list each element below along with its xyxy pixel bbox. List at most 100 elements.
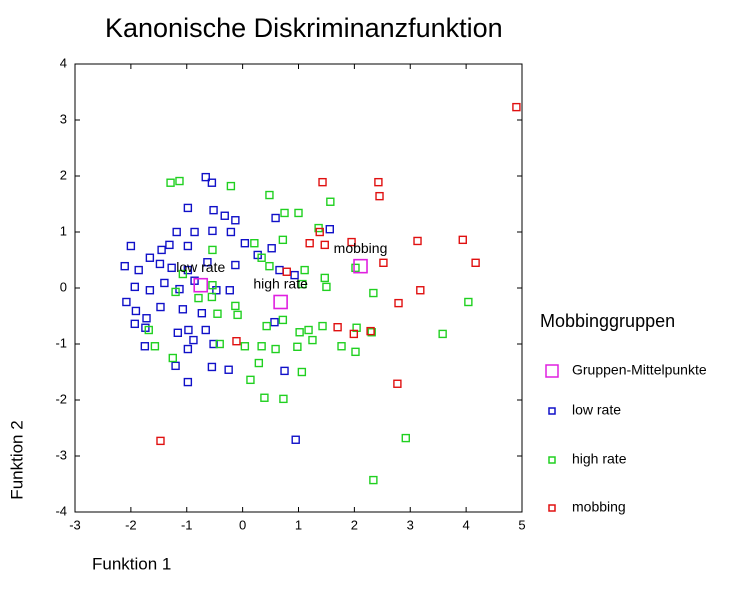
point: [203, 258, 212, 267]
centroid: [353, 258, 368, 274]
point: [189, 335, 198, 345]
point: [257, 342, 266, 351]
point: [349, 329, 359, 339]
point: [224, 365, 233, 374]
point: [226, 181, 236, 191]
y-tick-label: -3: [55, 447, 67, 462]
point: [458, 235, 467, 245]
point: [290, 270, 299, 280]
legend-title: Mobbinggruppen: [540, 311, 675, 331]
x-axis-label: Funktion 1: [92, 554, 171, 573]
point: [271, 344, 280, 354]
x-tick-label: 4: [463, 517, 470, 532]
point: [394, 298, 403, 308]
point: [325, 224, 334, 234]
point: [171, 287, 180, 297]
point: [246, 375, 255, 385]
point: [130, 319, 139, 329]
point: [201, 172, 210, 182]
point: [173, 328, 183, 337]
point: [208, 245, 217, 255]
point: [120, 261, 129, 271]
centroid-label: low rate: [176, 259, 225, 275]
point: [190, 227, 199, 237]
point: [279, 394, 288, 404]
point: [226, 227, 236, 237]
point: [208, 226, 217, 236]
point: [282, 267, 291, 276]
point: [209, 205, 218, 215]
point: [250, 238, 259, 248]
point: [175, 176, 184, 186]
legend-label: low rate: [572, 402, 621, 418]
y-tick-label: 0: [60, 279, 67, 294]
point: [304, 325, 313, 335]
y-tick-label: 3: [60, 111, 67, 126]
point: [280, 208, 289, 218]
point: [352, 323, 361, 332]
point: [166, 178, 175, 187]
point: [155, 259, 165, 269]
point: [126, 241, 136, 251]
point: [471, 258, 480, 267]
point: [291, 435, 300, 444]
point: [512, 102, 521, 112]
point: [157, 245, 166, 255]
point: [207, 362, 217, 372]
legend-marker: [548, 407, 556, 415]
point: [337, 342, 346, 351]
point: [240, 238, 250, 248]
point: [201, 325, 210, 335]
y-tick-label: 1: [60, 223, 67, 238]
point: [369, 475, 378, 485]
point: [416, 286, 425, 295]
point: [260, 393, 269, 402]
point: [122, 297, 131, 307]
x-tick-label: 0: [239, 517, 246, 532]
point: [160, 278, 169, 288]
x-tick-label: -2: [125, 517, 137, 532]
point: [262, 321, 271, 331]
y-tick-label: 4: [60, 55, 67, 70]
point: [320, 240, 329, 250]
point: [231, 301, 240, 311]
legend-marker: [548, 456, 556, 464]
point: [278, 235, 288, 245]
y-tick-label: -2: [55, 391, 67, 406]
point: [267, 244, 276, 253]
chart-title: Kanonische Diskriminanzfunktion: [105, 13, 503, 43]
point: [413, 236, 422, 246]
point: [254, 358, 264, 368]
point: [366, 326, 375, 336]
point: [305, 238, 314, 248]
point: [265, 190, 274, 200]
point: [375, 191, 384, 201]
point: [257, 253, 266, 262]
point: [318, 177, 327, 187]
point: [320, 273, 329, 283]
point: [231, 216, 240, 225]
point: [300, 265, 309, 275]
point: [297, 367, 307, 377]
point: [178, 269, 188, 279]
point: [145, 253, 155, 262]
point: [293, 342, 302, 351]
legend-label: Gruppen-Mittelpunkte: [572, 362, 707, 378]
point: [225, 286, 234, 295]
point: [367, 328, 376, 337]
point: [183, 377, 193, 387]
point: [183, 344, 193, 354]
point: [308, 335, 317, 345]
x-tick-label: 2: [351, 517, 358, 532]
point: [178, 305, 188, 314]
point: [438, 329, 447, 339]
point: [134, 265, 143, 275]
point: [194, 293, 203, 303]
point: [215, 339, 224, 349]
point: [183, 241, 193, 251]
point: [131, 306, 141, 316]
point: [333, 323, 342, 332]
point: [240, 342, 250, 351]
point: [401, 433, 410, 443]
point: [172, 227, 181, 237]
